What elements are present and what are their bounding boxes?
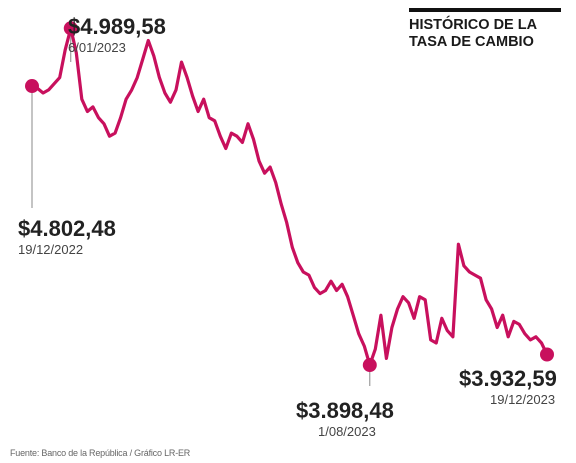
chart-title: HISTÓRICO DE LA TASA DE CAMBIO: [409, 17, 576, 51]
start-date-label: 19/12/2022: [18, 242, 83, 257]
title-rule: [409, 8, 561, 12]
chart-title-line-1: HISTÓRICO DE LA: [409, 17, 538, 33]
end-date-label: 19/12/2023: [490, 392, 555, 407]
max-date-label: 6/01/2023: [68, 40, 126, 55]
data-point-marker: [25, 79, 39, 94]
end-value-label: $3.932,59: [459, 366, 557, 391]
chart-title-line-2: TASA DE CAMBIO: [409, 34, 534, 50]
max-value-label: $4.989,58: [68, 14, 166, 39]
min-date-label: 1/08/2023: [318, 424, 376, 439]
data-point-marker: [63, 21, 78, 36]
min-value-label: $3.898,48: [296, 398, 394, 423]
source-note: Fuente: Banco de la República / Gráfico …: [10, 448, 191, 458]
series-line: [30, 26, 549, 367]
start-value-label: $4.802,48: [18, 216, 116, 241]
data-point-marker: [362, 358, 377, 373]
data-point-marker: [540, 347, 554, 362]
